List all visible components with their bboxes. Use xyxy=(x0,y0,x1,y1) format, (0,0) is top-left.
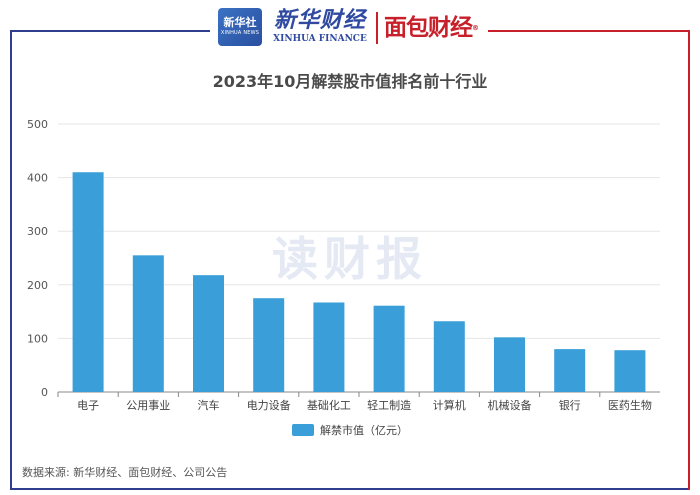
bar xyxy=(373,305,405,392)
chart-title: 2023年10月解禁股市值排名前十行业 xyxy=(212,72,488,91)
y-tick-label: 300 xyxy=(27,225,48,238)
logo-badge-en: XINHUA NEWS xyxy=(220,30,260,36)
x-tick-label: 轻工制造 xyxy=(367,398,411,412)
bar xyxy=(313,302,345,392)
data-source: 数据来源: 新华财经、面包财经、公司公告 xyxy=(22,466,228,479)
bar xyxy=(132,255,164,392)
bar xyxy=(554,349,586,392)
frame-right-accent xyxy=(688,30,690,490)
frame-top-left-line xyxy=(10,30,210,32)
legend-swatch xyxy=(292,424,314,436)
x-tick-label: 银行 xyxy=(559,398,581,412)
logo-mianbao-text: 面包财经 xyxy=(384,15,473,41)
bar xyxy=(72,172,104,392)
watermark: 读财报 xyxy=(272,232,428,286)
y-tick-label: 100 xyxy=(27,332,48,345)
x-tick-label: 基础化工 xyxy=(307,398,351,412)
xinhua-finance-logo: 新华财经 XINHUA FINANCE xyxy=(270,6,370,44)
logo-xinhua-cn: 新华财经 xyxy=(273,7,366,33)
legend-label: 解禁市值（亿元） xyxy=(320,423,408,437)
xinhua-news-logo: 新华社 XINHUA NEWS xyxy=(218,8,262,46)
bar xyxy=(253,298,285,392)
y-tick-label: 200 xyxy=(27,279,48,292)
y-tick-labels: 0 100 200 300 400 500 xyxy=(27,118,48,399)
x-tick-label: 汽车 xyxy=(198,398,220,412)
logo-divider xyxy=(376,12,378,44)
x-tick-labels: 电子 公用事业 汽车 电力设备 基础化工 轻工制造 计算机 机械设备 银行 医药生物 xyxy=(57,392,652,412)
legend: 解禁市值（亿元） xyxy=(292,423,408,437)
mianbao-finance-logo: 面包财经® xyxy=(384,15,479,41)
frame-top-right-line xyxy=(488,30,690,32)
y-tick-label: 500 xyxy=(27,118,48,131)
x-tick-label: 电力设备 xyxy=(247,398,291,412)
x-tick-label: 公用事业 xyxy=(126,399,170,412)
bar xyxy=(614,350,646,392)
bars xyxy=(72,172,646,392)
bar xyxy=(433,321,465,392)
y-tick-label: 400 xyxy=(27,172,48,185)
logo-xinhua-en: XINHUA FINANCE xyxy=(273,34,367,44)
bar xyxy=(193,275,224,392)
logo-badge-cn: 新华社 xyxy=(223,16,257,29)
header-logos: 新华社 XINHUA NEWS 新华财经 XINHUA FINANCE 面包财经… xyxy=(218,4,484,50)
x-tick-label: 医药生物 xyxy=(608,398,652,412)
x-tick-label: 机械设备 xyxy=(488,398,532,412)
bar xyxy=(494,337,525,392)
y-tick-label: 0 xyxy=(41,386,48,399)
x-tick-label: 计算机 xyxy=(433,398,466,412)
x-tick-label: 电子 xyxy=(77,399,99,412)
